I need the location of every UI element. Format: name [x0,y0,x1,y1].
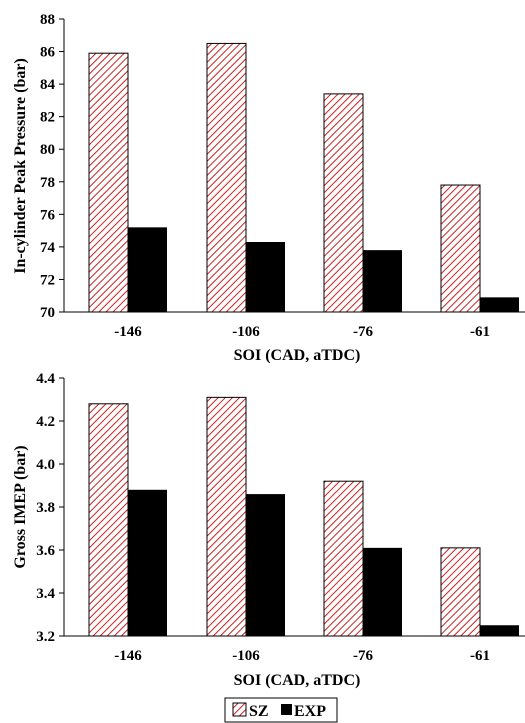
peak-pressure-y-tick-label: 70 [40,305,55,321]
peak-pressure-bars [88,42,519,313]
gross-imep-y-tick-label: 3.2 [36,629,55,645]
gross-imep-bar-sz [88,403,129,637]
peak-pressure-bar-exp [246,242,285,312]
peak-pressure-x-tick-label: -61 [470,324,490,340]
gross-imep-bar-exp [246,494,285,636]
peak-pressure-y-tick-label: 88 [40,12,55,28]
gross-imep-bar-sz [440,547,481,637]
gross-imep-y-tick-label: 4.0 [36,457,55,473]
gross-imep-y-tick-label: 3.4 [36,586,55,602]
peak-pressure-y-tick-label: 76 [40,207,56,223]
peak-pressure-y-ticks: 70 72 74 76 78 80 82 84 86 88 [40,12,64,321]
peak-pressure-x-tick-label: -76 [353,324,373,340]
gross-imep-bars [88,396,519,637]
peak-pressure-x-label: SOI (CAD, aTDC) [234,347,361,364]
peak-pressure-bar-exp [363,250,402,312]
peak-pressure-y-tick-label: 84 [40,77,56,93]
peak-pressure-bar-sz [88,52,129,313]
gross-imep-y-tick-label: 3.6 [36,543,55,559]
peak-pressure-bar-exp [128,227,167,312]
gross-imep-chart: 3.2 3.4 3.6 3.8 4.0 4.2 4.4 -146 -106 -76 -61 SOI… [12,371,525,689]
gross-imep-x-tick-label: -106 [232,648,260,664]
legend-label-sz: SZ [249,703,269,720]
peak-pressure-y-tick-label: 74 [40,240,56,256]
peak-pressure-bar-exp [480,297,519,312]
legend-label-exp: EXP [294,703,326,720]
gross-imep-bar-exp [128,489,167,636]
gross-imep-bar-sz [206,396,247,637]
peak-pressure-x-tick-label: -146 [114,324,142,340]
gross-imep-bar-exp [480,625,519,636]
gross-imep-bar-sz [323,480,364,637]
gross-imep-y-tick-label: 4.2 [36,414,55,430]
gross-imep-x-tick-label: -76 [353,648,373,664]
legend: SZ EXP [224,697,338,723]
peak-pressure-y-tick-label: 86 [40,45,56,61]
gross-imep-y-tick-label: 4.4 [36,371,55,387]
peak-pressure-bar-sz [206,42,247,313]
peak-pressure-y-tick-label: 82 [40,110,55,126]
gross-imep-x-tick-label: -146 [114,648,142,664]
peak-pressure-bar-sz [323,93,364,313]
peak-pressure-x-tick-label: -106 [232,324,260,340]
gross-imep-x-label: SOI (CAD, aTDC) [234,672,361,689]
peak-pressure-y-tick-label: 80 [40,142,55,158]
peak-pressure-y-tick-label: 78 [40,175,55,191]
peak-pressure-bar-sz [440,184,481,313]
peak-pressure-x-ticks: -146 -106 -76 -61 [114,324,490,340]
gross-imep-y-ticks: 3.2 3.4 3.6 3.8 4.0 4.2 4.4 [36,371,64,645]
legend-swatch-sz [232,702,247,717]
gross-imep-x-tick-label: -61 [470,648,490,664]
peak-pressure-y-label: In-cylinder Peak Pressure (bar) [12,58,29,274]
peak-pressure-y-tick-label: 72 [40,272,55,288]
legend-swatch-exp [281,704,292,715]
gross-imep-y-label: Gross IMEP (bar) [12,445,29,568]
gross-imep-bar-exp [363,547,402,636]
peak-pressure-chart: 70 72 74 76 78 80 82 84 86 88 -146 -106 -76 -61 SOI … [12,12,525,364]
gross-imep-y-tick-label: 3.8 [36,500,55,516]
gross-imep-x-ticks: -146 -106 -76 -61 [114,648,490,664]
